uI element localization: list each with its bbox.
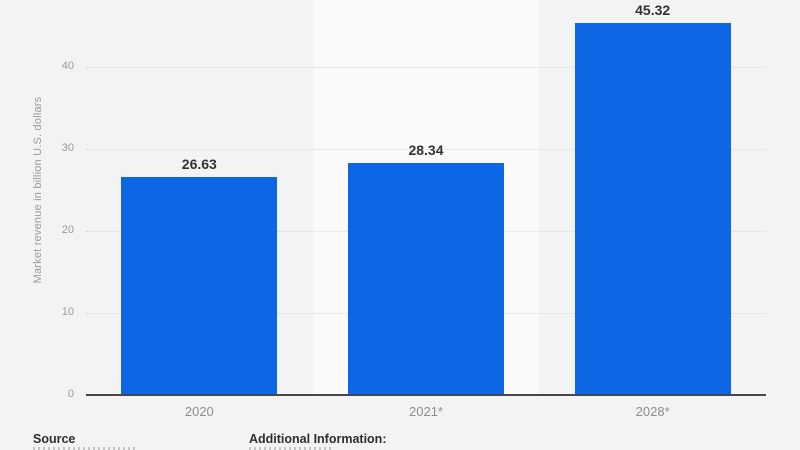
x-category-label-2020: 2020: [184, 404, 214, 419]
y-axis-title: Market revenue in billion U.S. dollars: [32, 96, 44, 284]
clipped-additional-info-text: [249, 447, 333, 450]
x-axis-baseline: [86, 394, 766, 396]
value-label-2028*: 45.32: [635, 2, 671, 19]
gridline-40: [86, 67, 766, 68]
additional-information-label: Additional Information:: [249, 432, 387, 446]
y-tick-label-40: 40: [61, 60, 74, 72]
gridline-30: [86, 149, 766, 150]
value-label-2021*: 28.34: [408, 141, 444, 158]
y-tick-label-0: 0: [67, 388, 74, 400]
x-category-label-2021*: 2021*: [409, 404, 443, 419]
bar-2028*[interactable]: [574, 23, 731, 395]
bar-2020[interactable]: [121, 176, 278, 395]
clipped-source-name-text: [33, 447, 136, 450]
value-label-2020: 26.63: [181, 155, 217, 172]
y-tick-label-30: 30: [61, 142, 74, 154]
y-tick-label-10: 10: [61, 306, 74, 318]
y-tick-label-20: 20: [61, 224, 74, 236]
source-label: Source: [33, 432, 76, 446]
x-category-label-2028*: 2028*: [635, 404, 670, 419]
bar-2021*[interactable]: [348, 162, 504, 395]
